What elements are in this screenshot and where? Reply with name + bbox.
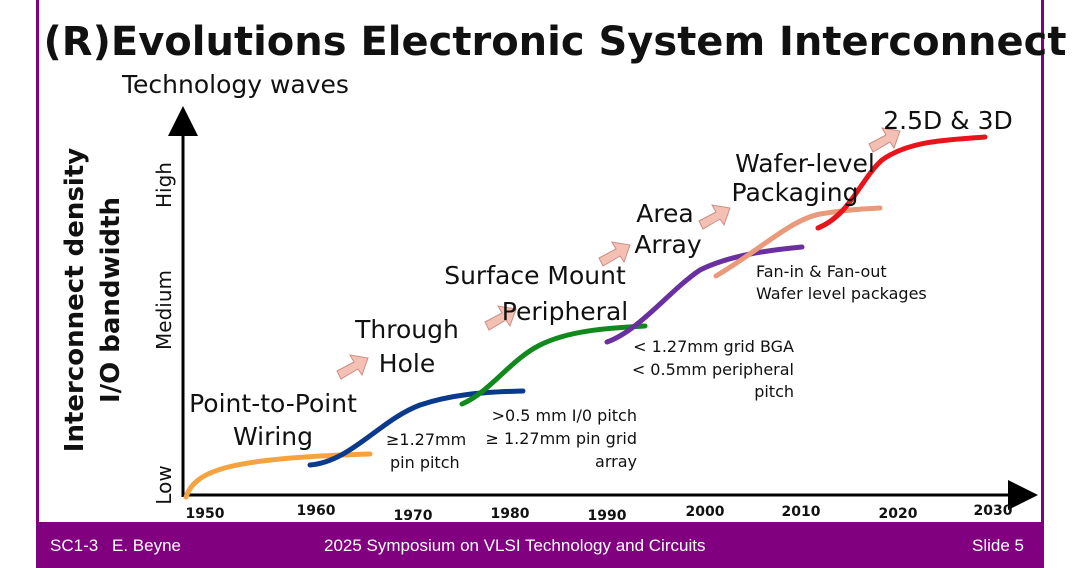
wave-curve-point-to-point bbox=[183, 451, 373, 500]
wave-label: Array bbox=[634, 230, 702, 259]
wave-label: Wafer-level bbox=[735, 149, 875, 178]
x-tick: 1970 bbox=[394, 508, 433, 524]
footer-author: E. Beyne bbox=[112, 536, 181, 555]
y-axis-label-1: Interconnect density bbox=[60, 148, 90, 452]
wave-curve-area-array bbox=[604, 244, 805, 345]
subtitle: Technology waves bbox=[121, 70, 349, 99]
x-tick: 2010 bbox=[782, 504, 821, 520]
x-tick: 1960 bbox=[297, 503, 336, 519]
wave-label: Wiring bbox=[233, 422, 313, 451]
wave-note: pin pitch bbox=[390, 453, 460, 472]
wave-label: Area bbox=[636, 199, 694, 228]
y-level-high: High bbox=[152, 162, 176, 208]
footer-event: 2025 Symposium on VLSI Technology and Ci… bbox=[324, 536, 706, 555]
wave-curve-wafer-level bbox=[713, 205, 883, 279]
wave-label: Surface Mount bbox=[444, 261, 626, 290]
wave-note: ≥ 1.27mm pin grid bbox=[485, 429, 637, 448]
footer: SC1-3 E. Beyne 2025 Symposium on VLSI Te… bbox=[36, 522, 1044, 568]
wave-label: Through bbox=[354, 315, 459, 344]
x-tick: 1950 bbox=[186, 506, 225, 522]
progression-arrow-icon bbox=[868, 127, 901, 153]
wave-note: < 1.27mm grid BGA bbox=[633, 337, 794, 356]
wave-note: Wafer level packages bbox=[756, 284, 927, 303]
wave-label: Peripheral bbox=[502, 297, 628, 326]
wave-note: Fan-in & Fan-out bbox=[756, 262, 887, 281]
wave-curve-surface-mount bbox=[459, 323, 648, 407]
wave-note: >0.5 mm I/0 pitch bbox=[492, 406, 637, 425]
wave-note: < 0.5mm peripheral bbox=[632, 360, 794, 379]
y-axis-label-2: I/O bandwidth bbox=[96, 197, 126, 403]
y-level-low: Low bbox=[152, 465, 176, 504]
wave-note: array bbox=[595, 452, 637, 471]
x-tick: 1990 bbox=[588, 508, 627, 524]
footer-session: SC1-3 bbox=[50, 536, 99, 555]
progression-arrow-icon bbox=[336, 354, 369, 380]
wave-curve-2-5d-3d bbox=[815, 134, 988, 231]
x-tick: 2020 bbox=[879, 506, 918, 522]
wave-curve-through-hole bbox=[307, 388, 526, 468]
x-tick: 2000 bbox=[686, 504, 725, 520]
slide-title: (R)Evolutions Electronic System Intercon… bbox=[44, 19, 1067, 65]
progression-arrow-icon bbox=[598, 241, 631, 267]
wave-note: ≥1.27mm bbox=[386, 430, 466, 449]
wave-note: pitch bbox=[754, 382, 794, 401]
progression-arrow-icon bbox=[484, 305, 517, 331]
wave-label: 2.5D & 3D bbox=[883, 106, 1013, 135]
x-tick: 2030 bbox=[974, 503, 1013, 519]
x-tick: 1980 bbox=[491, 506, 530, 522]
progression-arrow-icon bbox=[698, 204, 731, 230]
wave-label: Point-to-Point bbox=[189, 389, 357, 418]
y-level-medium: Medium bbox=[152, 270, 176, 350]
wave-label: Hole bbox=[379, 349, 435, 378]
wave-label: Packaging bbox=[732, 178, 859, 207]
footer-slide-number: Slide 5 bbox=[972, 536, 1024, 555]
